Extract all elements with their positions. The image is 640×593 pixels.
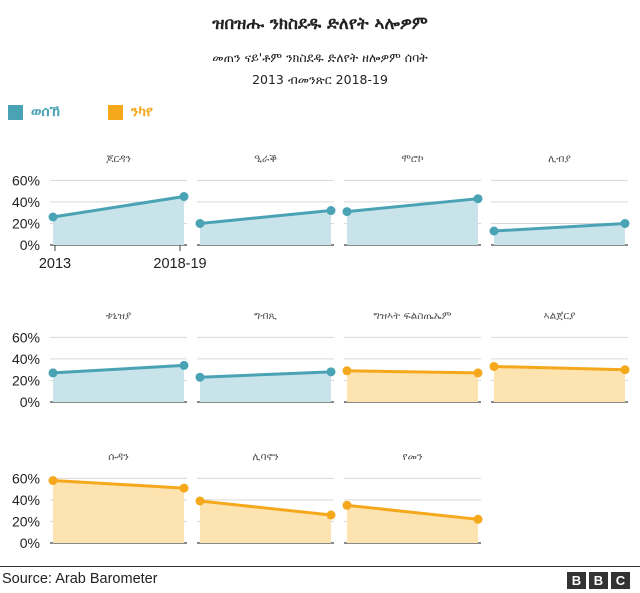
legend-label-increase: ወሰኸ [31,104,61,120]
data-point-2013 [195,218,205,228]
data-point-2018-19 [326,510,336,520]
source-note: Source: Arab Barometer [2,571,158,587]
data-point-2018-19 [473,194,483,204]
data-point-2018-19 [179,483,189,493]
data-point-2013 [48,212,58,222]
panel-5: ቱኒዝያ [48,310,189,403]
bbc-logo-letter: B [589,572,608,589]
data-point-2013 [48,476,58,486]
legend-swatch-increase [8,104,23,120]
data-point-2013 [48,368,58,378]
data-point-2018-19 [473,514,483,524]
panel-title: ግብጺ [254,310,277,322]
data-point-2013 [489,361,499,371]
panel-title: ግዝኣት ፍልስጤኤም [373,310,451,322]
y-tick-label: 60% [12,470,40,486]
series-line [199,499,332,517]
panel-1: ጆርዳን [48,153,189,246]
series-line [52,479,185,490]
series-line [52,363,185,375]
series-line [493,221,626,233]
area-fill [200,371,331,402]
panel-2: ዒራቕ [195,153,336,246]
series-line [199,370,332,379]
y-tick-label: 0% [20,535,40,551]
data-point-2018-19 [473,368,483,378]
chart-title: ዝበዝሑ ንክስደዱ ድለየት ኣሎዎም [212,14,428,34]
area-fill [494,223,625,245]
panel-title: ሞሮኮ [401,153,424,165]
area-fill [53,480,184,543]
panel-11: የመን [342,451,483,544]
data-point-2013 [195,496,205,506]
y-tick-label: 0% [20,237,40,253]
series-line [199,209,332,225]
data-point-2013 [342,500,352,510]
area-fill [494,366,625,402]
legend-item-decrease: ንካየ [108,104,153,120]
area-fill [200,210,331,245]
data-point-2013 [342,207,352,217]
x-tick-label: 2013 [39,256,71,272]
panel-title: ሊባኖን [252,451,279,463]
bbc-logo: B B C [567,572,630,589]
chart-subtitle: መጠን ናይ'ቶም ንክስደዱ ድለየት ዘሎዎም ሰባት [212,50,428,65]
y-tick-label: 40% [12,194,40,210]
series-line [52,195,185,219]
y-tick-label: 20% [12,513,40,529]
legend-swatch-decrease [108,104,123,120]
y-tick-label: 20% [12,372,40,388]
y-tick-label: 60% [12,329,40,345]
panel-title: ዒራቕ [254,153,277,165]
legend-item-increase: ወሰኸ [8,104,60,120]
panel-6: ግብጺ [195,310,336,403]
data-point-2018-19 [326,367,336,377]
area-fill [53,365,184,402]
panel-8: ኣልጀርያ [489,310,630,403]
chart-period: 2013 ብመንጽር 2018-19 [252,72,388,87]
bbc-logo-letter: C [611,572,630,589]
legend-label-decrease: ንካየ [131,104,153,120]
series-line [346,503,479,521]
data-point-2018-19 [326,206,336,216]
x-tick-label: 2018-19 [153,256,206,272]
y-tick-label: 40% [12,351,40,367]
area-fill [347,505,478,543]
y-tick-label: 40% [12,492,40,508]
panel-9: ሱዳን [48,451,189,544]
panel-3: ሞሮኮ [342,153,483,246]
footer-divider [0,566,640,567]
panel-title: ቱኒዝያ [106,310,132,322]
data-point-2013 [342,366,352,376]
area-fill [53,196,184,245]
panel-title: የመን [402,451,423,463]
panel-title: ኣልጀርያ [543,310,576,322]
bbc-logo-letter: B [567,572,586,589]
data-point-2018-19 [620,218,630,228]
y-tick-label: 20% [12,215,40,231]
small-multiples-chart: 60% 40% 20% 0% 60% 40% 20% 0% 60% 40% 20% 0% ጆርዳን ዒራቕ… [12,153,630,551]
series-line [493,364,626,372]
y-tick-label: 0% [20,394,40,410]
data-point-2018-19 [179,360,189,370]
panel-title: ጆርዳን [106,153,132,165]
panel-10: ሊባኖን [195,451,336,544]
series-line [346,197,479,214]
data-point-2018-19 [179,192,189,202]
data-point-2013 [195,372,205,382]
data-point-2018-19 [620,365,630,375]
panel-title: ሱዳን [108,451,129,463]
series-line [346,369,479,375]
area-fill [347,370,478,402]
panel-7: ግዝኣት ፍልስጤኤም [342,310,483,403]
data-point-2013 [489,226,499,236]
panel-title: ሊብያ [548,153,571,165]
area-fill [347,198,478,245]
panel-4: ሊብያ [489,153,630,246]
y-tick-label: 60% [12,172,40,188]
